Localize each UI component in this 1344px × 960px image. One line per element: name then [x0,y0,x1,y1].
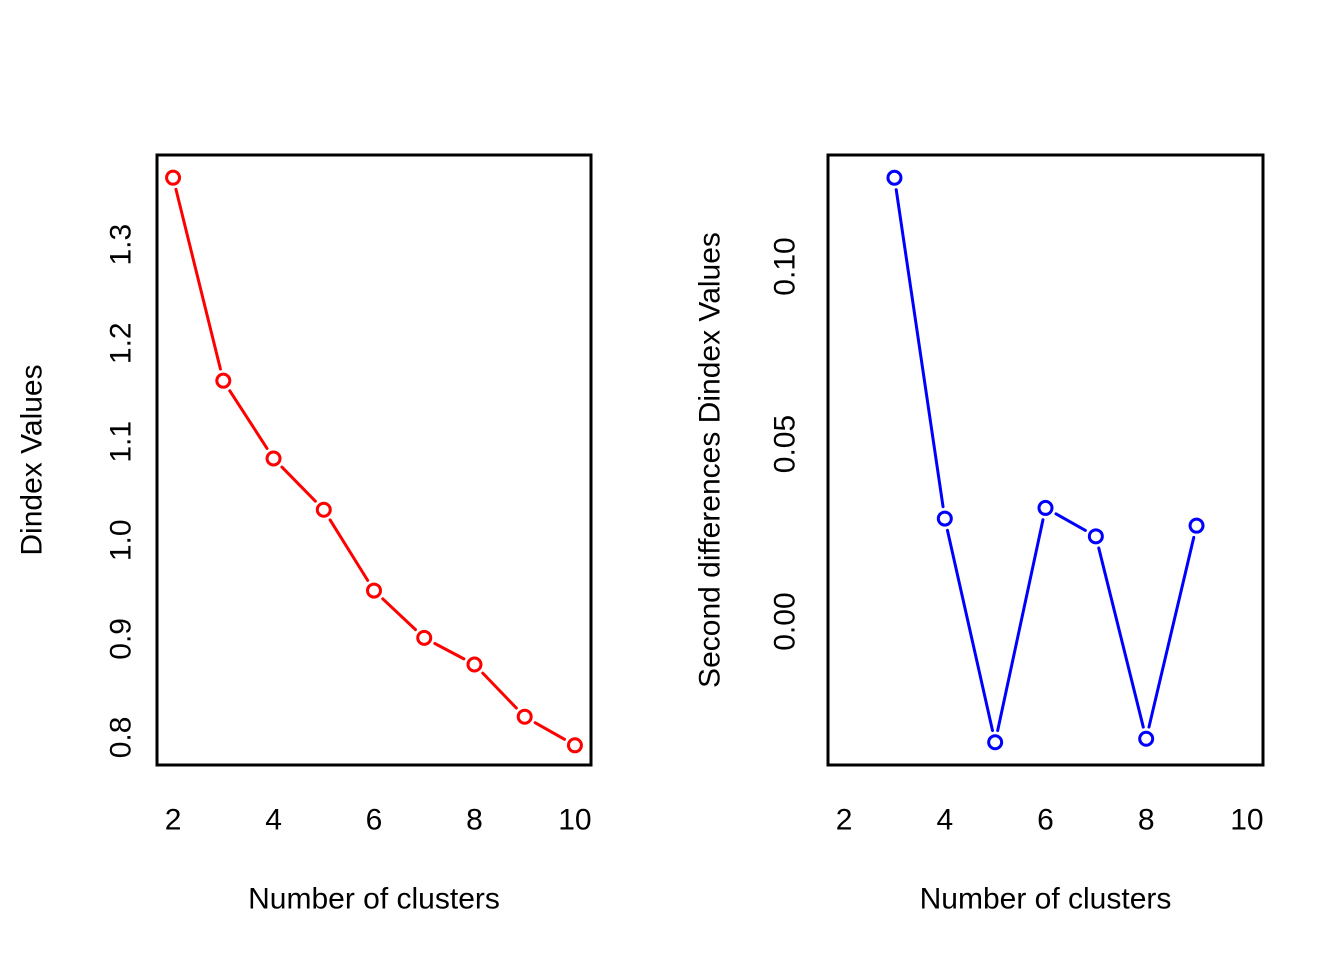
second-differences-plot-frame [826,153,1265,767]
dindex-y-tick-label: 1.3 [105,224,138,266]
dindex-y-tick-label: 1.2 [105,322,138,364]
dindex-x-axis-title: Number of clusters [248,883,500,916]
dindex-data-point-k3 [215,372,232,389]
dindex-data-point-k6 [366,582,382,599]
dindex-plot-frame [155,153,593,767]
second-differences-y-tick-label: 0.10 [769,237,802,295]
dindex-y-tick-label: 0.9 [105,618,138,660]
dindex-data-point-k2 [165,169,182,186]
dindex-data-point-k9 [516,708,533,725]
second-differences-x-tick-label: 4 [936,804,953,837]
dindex-line-segment [228,389,269,450]
second-differences-line-segment [894,188,945,509]
dindex-line-segment [280,465,317,503]
second-differences-data-point-k7 [1087,528,1104,545]
dindex-data-point-k10 [566,737,583,754]
second-differences-x-tick-label: 10 [1230,804,1263,837]
second-differences-line-segment [1097,546,1145,729]
dindex-line-segment [381,597,417,632]
dindex-x-tick-label: 4 [265,804,282,837]
dindex-x-tick-label: 2 [165,804,182,837]
second-differences-data-point-k4 [936,510,953,527]
dindex-data-point-k4 [265,450,282,467]
dindex-y-tick-label: 0.8 [105,717,138,759]
dindex-line-segment [433,641,466,661]
dindex-line-segment [481,671,518,710]
dindex-data-point-k7 [416,629,433,646]
second-differences-data-point-k8 [1138,730,1155,747]
dindex-y-tick-label: 1.0 [105,519,138,561]
second-differences-data-point-k6 [1037,499,1054,516]
second-differences-line-segment [1054,512,1087,532]
dindex-line-segment [174,187,222,371]
second-differences-y-tick-label: 0.05 [769,415,802,473]
second-differences-x-tick-label: 2 [836,804,853,837]
second-differences-data-point-k5 [987,734,1004,751]
second-differences-x-tick-label: 6 [1037,804,1054,837]
dindex-data-point-k8 [466,656,483,673]
dindex-x-tick-label: 10 [558,804,591,837]
second-differences-x-axis-title: Number of clusters [920,883,1172,916]
second-differences-line-segment [1147,535,1196,729]
dindex-data-point-k5 [315,501,332,518]
dindex-y-tick-label: 1.1 [105,421,138,463]
second-differences-data-point-k3 [886,169,903,186]
second-differences-y-axis-title: Second differences Dindex Values [694,232,727,688]
second-differences-line-segment [945,528,995,733]
dindex-line-segment [328,518,370,582]
second-differences-line-segment [996,518,1045,733]
dindex-y-axis-title: Dindex Values [16,364,49,555]
second-differences-y-tick-label: 0.00 [769,592,802,650]
dindex-x-tick-label: 8 [466,804,483,837]
dindex-x-tick-label: 6 [366,804,383,837]
second-differences-data-point-k9 [1188,517,1205,534]
second-differences-x-tick-label: 8 [1138,804,1155,837]
dindex-line-segment [533,721,566,741]
